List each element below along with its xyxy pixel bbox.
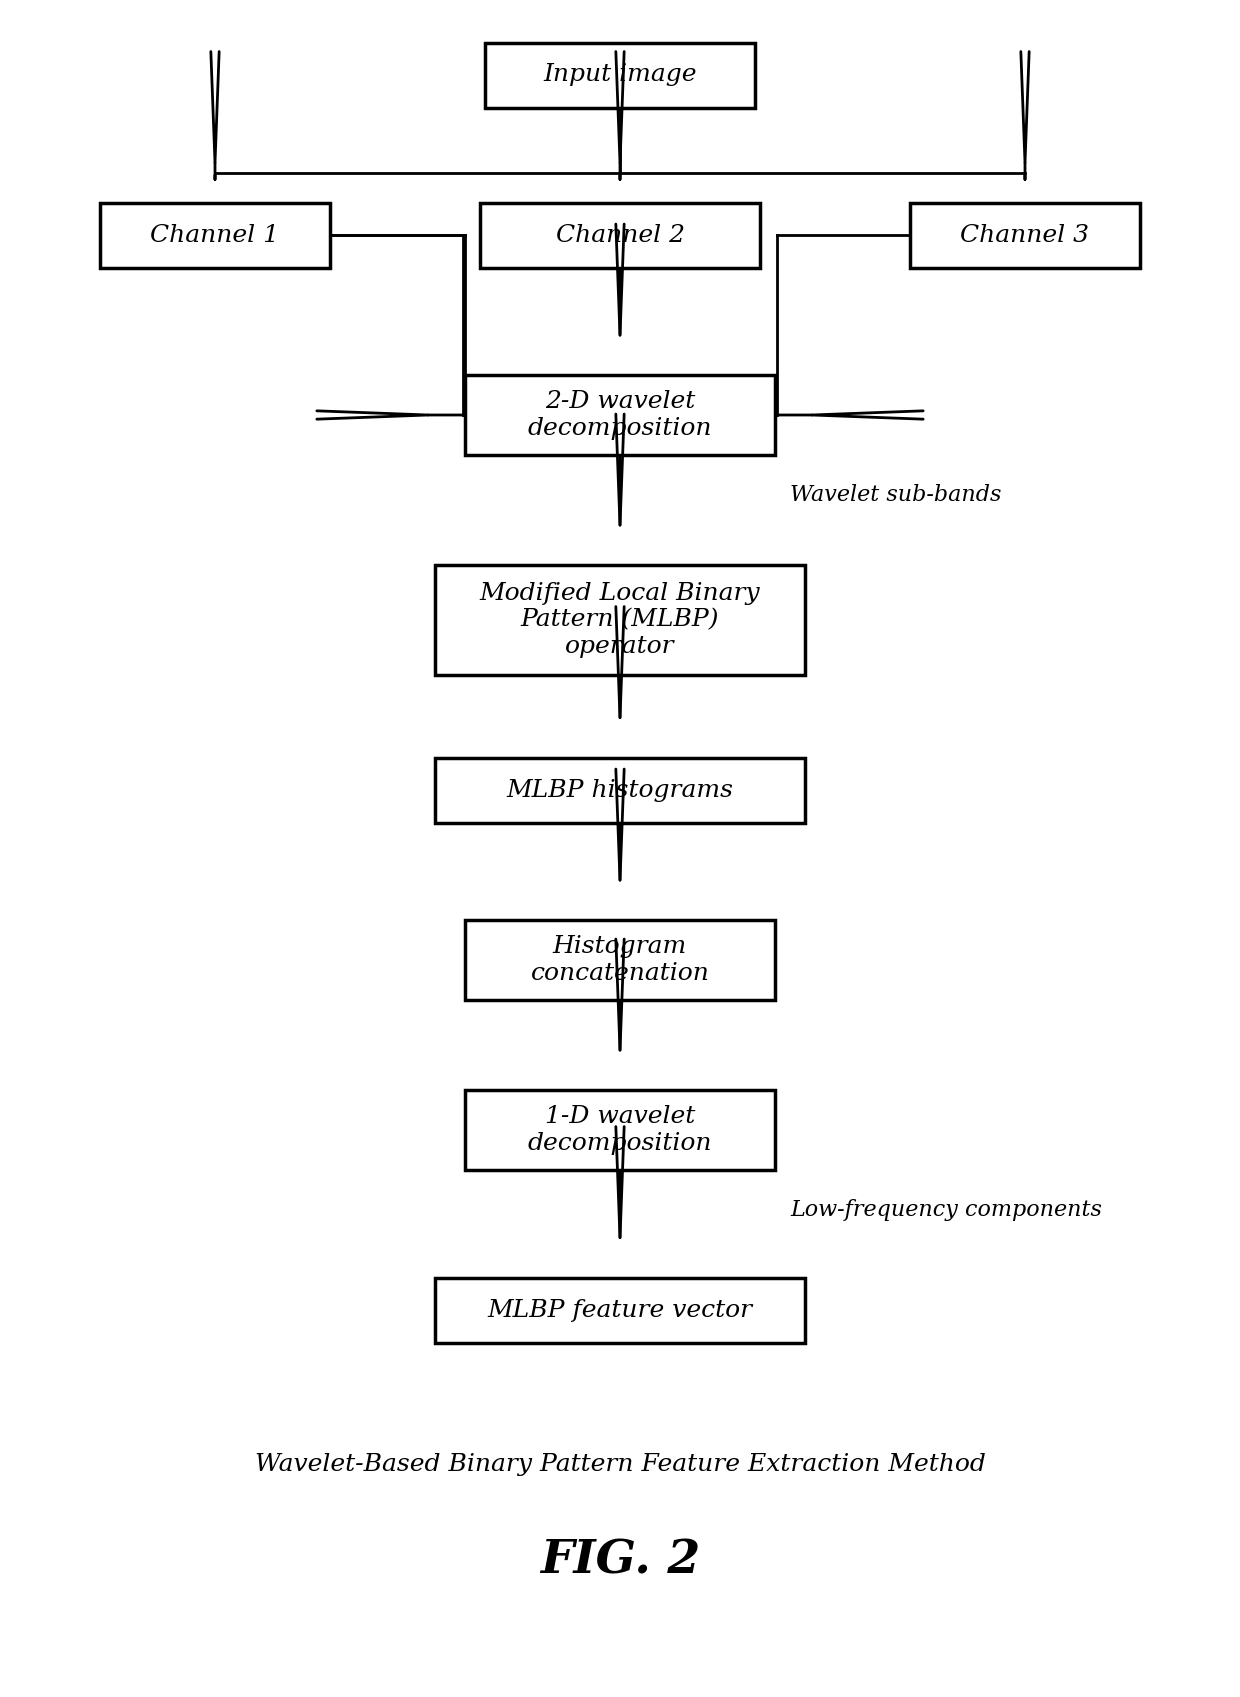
Bar xyxy=(435,565,805,675)
Bar xyxy=(465,375,775,455)
Text: MLBP feature vector: MLBP feature vector xyxy=(487,1298,753,1322)
Text: Channel 3: Channel 3 xyxy=(961,224,1090,246)
Text: Channel 1: Channel 1 xyxy=(150,224,279,246)
Text: Wavelet-Based Binary Pattern Feature Extraction Method: Wavelet-Based Binary Pattern Feature Ext… xyxy=(254,1454,986,1476)
Text: Input image: Input image xyxy=(543,63,697,87)
Bar xyxy=(465,1089,775,1169)
Text: Wavelet sub-bands: Wavelet sub-bands xyxy=(790,484,1002,506)
Bar xyxy=(435,757,805,823)
Bar xyxy=(465,920,775,1000)
Text: FIG. 2: FIG. 2 xyxy=(539,1537,701,1583)
Text: Low-frequency components: Low-frequency components xyxy=(790,1200,1102,1222)
Text: 2-D wavelet
decomposition: 2-D wavelet decomposition xyxy=(528,390,712,440)
Bar xyxy=(485,42,755,107)
Text: 1-D wavelet
decomposition: 1-D wavelet decomposition xyxy=(528,1105,712,1154)
Text: Channel 2: Channel 2 xyxy=(556,224,684,246)
Bar xyxy=(480,202,760,268)
Bar xyxy=(100,202,330,268)
Bar xyxy=(910,202,1140,268)
Text: Modified Local Binary
Pattern (MLBP)
operator: Modified Local Binary Pattern (MLBP) ope… xyxy=(480,582,760,658)
Bar xyxy=(435,1278,805,1342)
Text: Histogram
concatenation: Histogram concatenation xyxy=(531,935,709,984)
Text: MLBP histograms: MLBP histograms xyxy=(506,779,734,801)
